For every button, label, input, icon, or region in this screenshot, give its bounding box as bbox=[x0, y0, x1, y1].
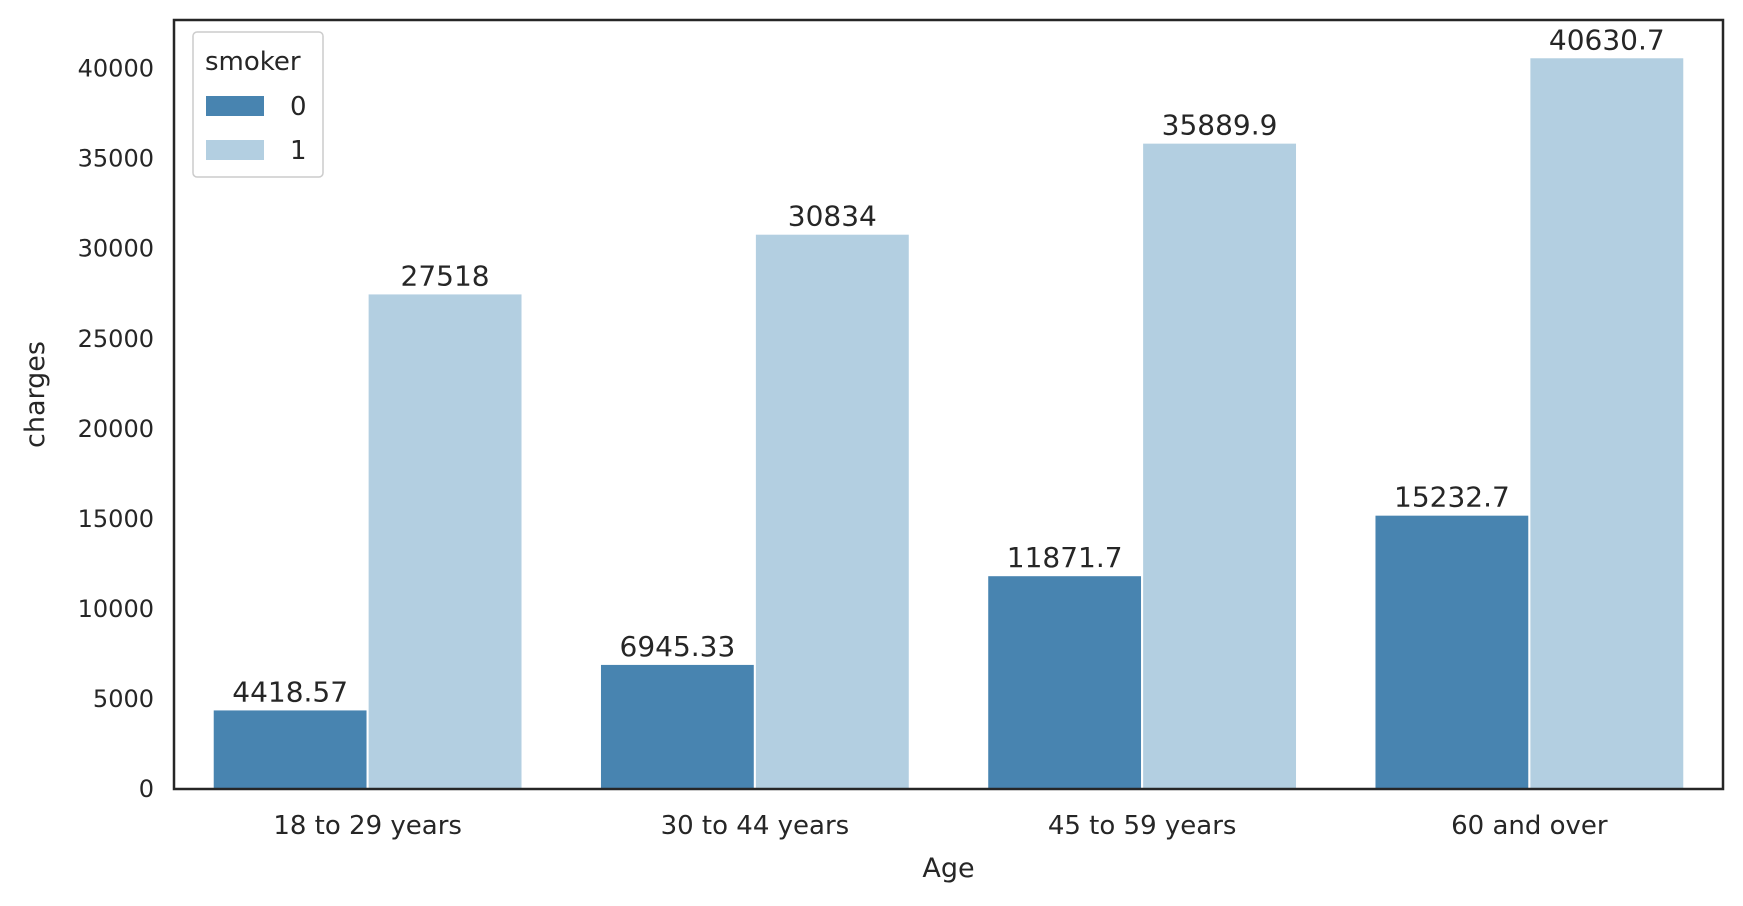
y-tick-label: 40000 bbox=[78, 55, 154, 83]
bar-value-label: 27518 bbox=[401, 259, 490, 292]
y-tick-label: 35000 bbox=[78, 145, 154, 173]
bar-value-label: 4418.57 bbox=[232, 675, 348, 708]
bar-labels-layer: 4418.57 27518 6945.33 30834 11871.7 35889.9 15… bbox=[232, 23, 1664, 708]
bar-value-label: 40630.7 bbox=[1549, 23, 1665, 56]
legend-items: 01 bbox=[206, 92, 307, 166]
y-tick-label: 20000 bbox=[78, 415, 154, 443]
y-axis-label: charges bbox=[20, 341, 51, 448]
legend-swatch-0 bbox=[206, 96, 264, 116]
bars-layer bbox=[211, 56, 1686, 791]
bar-value-label: 6945.33 bbox=[620, 630, 736, 663]
y-tick-label: 0 bbox=[139, 775, 154, 803]
y-tick-label: 25000 bbox=[78, 325, 154, 353]
legend-swatch-1 bbox=[206, 140, 264, 160]
x-tick-label: 30 to 44 years bbox=[661, 811, 850, 841]
x-tick-label: 45 to 59 years bbox=[1048, 811, 1237, 841]
bar-series-1-2 bbox=[753, 232, 911, 790]
y-axis-ticks: 0 5000 10000 15000 20000 25000 30000 35000 40000 bbox=[78, 55, 154, 803]
x-axis-label: Age bbox=[922, 853, 974, 884]
legend: smoker 01 bbox=[192, 31, 324, 178]
bar-series-1-1 bbox=[366, 292, 524, 790]
plot-frame bbox=[172, 18, 1725, 791]
y-tick-label: 30000 bbox=[78, 235, 154, 263]
x-tick-label: 18 to 29 years bbox=[273, 811, 462, 841]
bar-series-0-2 bbox=[598, 662, 756, 791]
bar-value-label: 15232.7 bbox=[1394, 481, 1510, 514]
bar-series-0-1 bbox=[211, 708, 369, 791]
x-tick-label: 60 and over bbox=[1451, 811, 1608, 841]
bar-series-1-3 bbox=[1141, 141, 1299, 791]
x-axis-ticks: 18 to 29 years 30 to 44 years 45 to 59 yea… bbox=[273, 811, 1608, 841]
legend-label-1: 1 bbox=[290, 136, 307, 166]
y-tick-label: 15000 bbox=[78, 505, 154, 533]
y-tick-label: 10000 bbox=[78, 595, 154, 623]
bar-series-0-4 bbox=[1373, 513, 1531, 790]
bar-value-label: 11871.7 bbox=[1007, 541, 1123, 574]
y-tick-label: 5000 bbox=[93, 685, 154, 713]
legend-label-0: 0 bbox=[290, 92, 307, 122]
bar-value-label: 35889.9 bbox=[1162, 109, 1278, 142]
legend-title: smoker bbox=[205, 47, 301, 77]
bar-value-label: 30834 bbox=[788, 200, 877, 233]
bar-series-0-3 bbox=[986, 574, 1144, 790]
bar-series-1-4 bbox=[1528, 56, 1686, 790]
